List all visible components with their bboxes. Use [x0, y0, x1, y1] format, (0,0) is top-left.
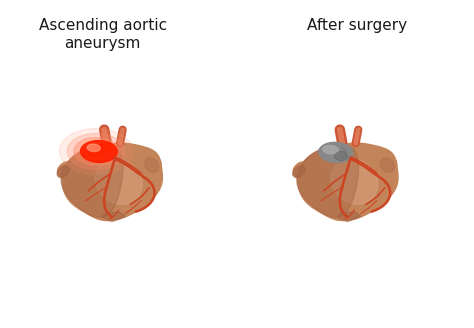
Ellipse shape [381, 158, 394, 172]
Ellipse shape [95, 159, 142, 204]
Ellipse shape [331, 159, 378, 204]
Ellipse shape [319, 142, 353, 162]
Polygon shape [297, 144, 358, 217]
Polygon shape [297, 142, 399, 221]
Ellipse shape [87, 144, 100, 152]
Ellipse shape [57, 166, 70, 177]
Ellipse shape [335, 152, 348, 161]
Text: After surgery: After surgery [307, 18, 407, 33]
Ellipse shape [67, 133, 125, 170]
Polygon shape [61, 142, 163, 221]
Polygon shape [88, 142, 113, 157]
Polygon shape [61, 144, 123, 217]
Ellipse shape [59, 129, 133, 174]
Ellipse shape [145, 158, 159, 172]
Ellipse shape [293, 166, 305, 177]
Ellipse shape [293, 162, 310, 178]
Ellipse shape [373, 154, 397, 173]
Ellipse shape [137, 154, 161, 173]
Ellipse shape [57, 162, 74, 178]
Ellipse shape [74, 137, 118, 165]
Ellipse shape [81, 141, 118, 162]
Polygon shape [101, 212, 125, 222]
Polygon shape [337, 212, 361, 222]
Ellipse shape [323, 146, 338, 154]
Text: Ascending aortic
aneurysm: Ascending aortic aneurysm [39, 18, 167, 51]
